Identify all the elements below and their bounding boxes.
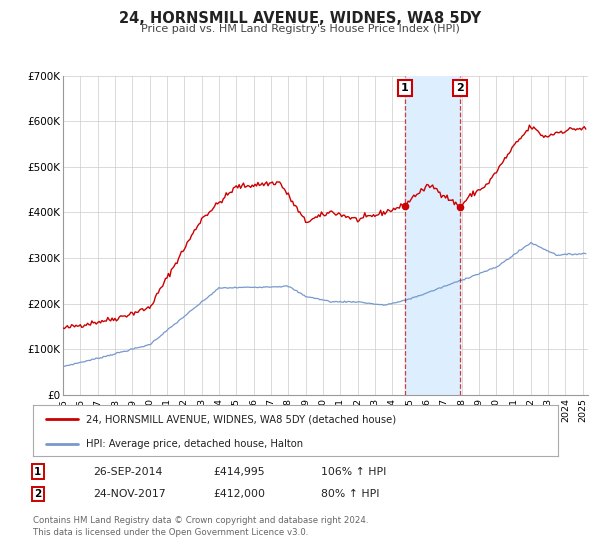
Text: 2: 2 xyxy=(34,489,41,499)
Text: 24-NOV-2017: 24-NOV-2017 xyxy=(93,489,166,499)
Text: 1: 1 xyxy=(401,83,409,94)
Text: 24, HORNSMILL AVENUE, WIDNES, WA8 5DY (detached house): 24, HORNSMILL AVENUE, WIDNES, WA8 5DY (d… xyxy=(86,414,395,424)
Text: 24, HORNSMILL AVENUE, WIDNES, WA8 5DY: 24, HORNSMILL AVENUE, WIDNES, WA8 5DY xyxy=(119,11,481,26)
Text: 1: 1 xyxy=(34,466,41,477)
Text: £412,000: £412,000 xyxy=(213,489,265,499)
Text: 80% ↑ HPI: 80% ↑ HPI xyxy=(321,489,380,499)
Bar xyxy=(405,76,460,395)
Text: 2: 2 xyxy=(456,83,464,94)
Text: £414,995: £414,995 xyxy=(213,466,265,477)
Text: Contains HM Land Registry data © Crown copyright and database right 2024.
This d: Contains HM Land Registry data © Crown c… xyxy=(33,516,368,537)
Text: 26-SEP-2014: 26-SEP-2014 xyxy=(93,466,163,477)
Text: HPI: Average price, detached house, Halton: HPI: Average price, detached house, Halt… xyxy=(86,438,302,449)
Text: Price paid vs. HM Land Registry's House Price Index (HPI): Price paid vs. HM Land Registry's House … xyxy=(140,24,460,34)
Text: 106% ↑ HPI: 106% ↑ HPI xyxy=(321,466,386,477)
